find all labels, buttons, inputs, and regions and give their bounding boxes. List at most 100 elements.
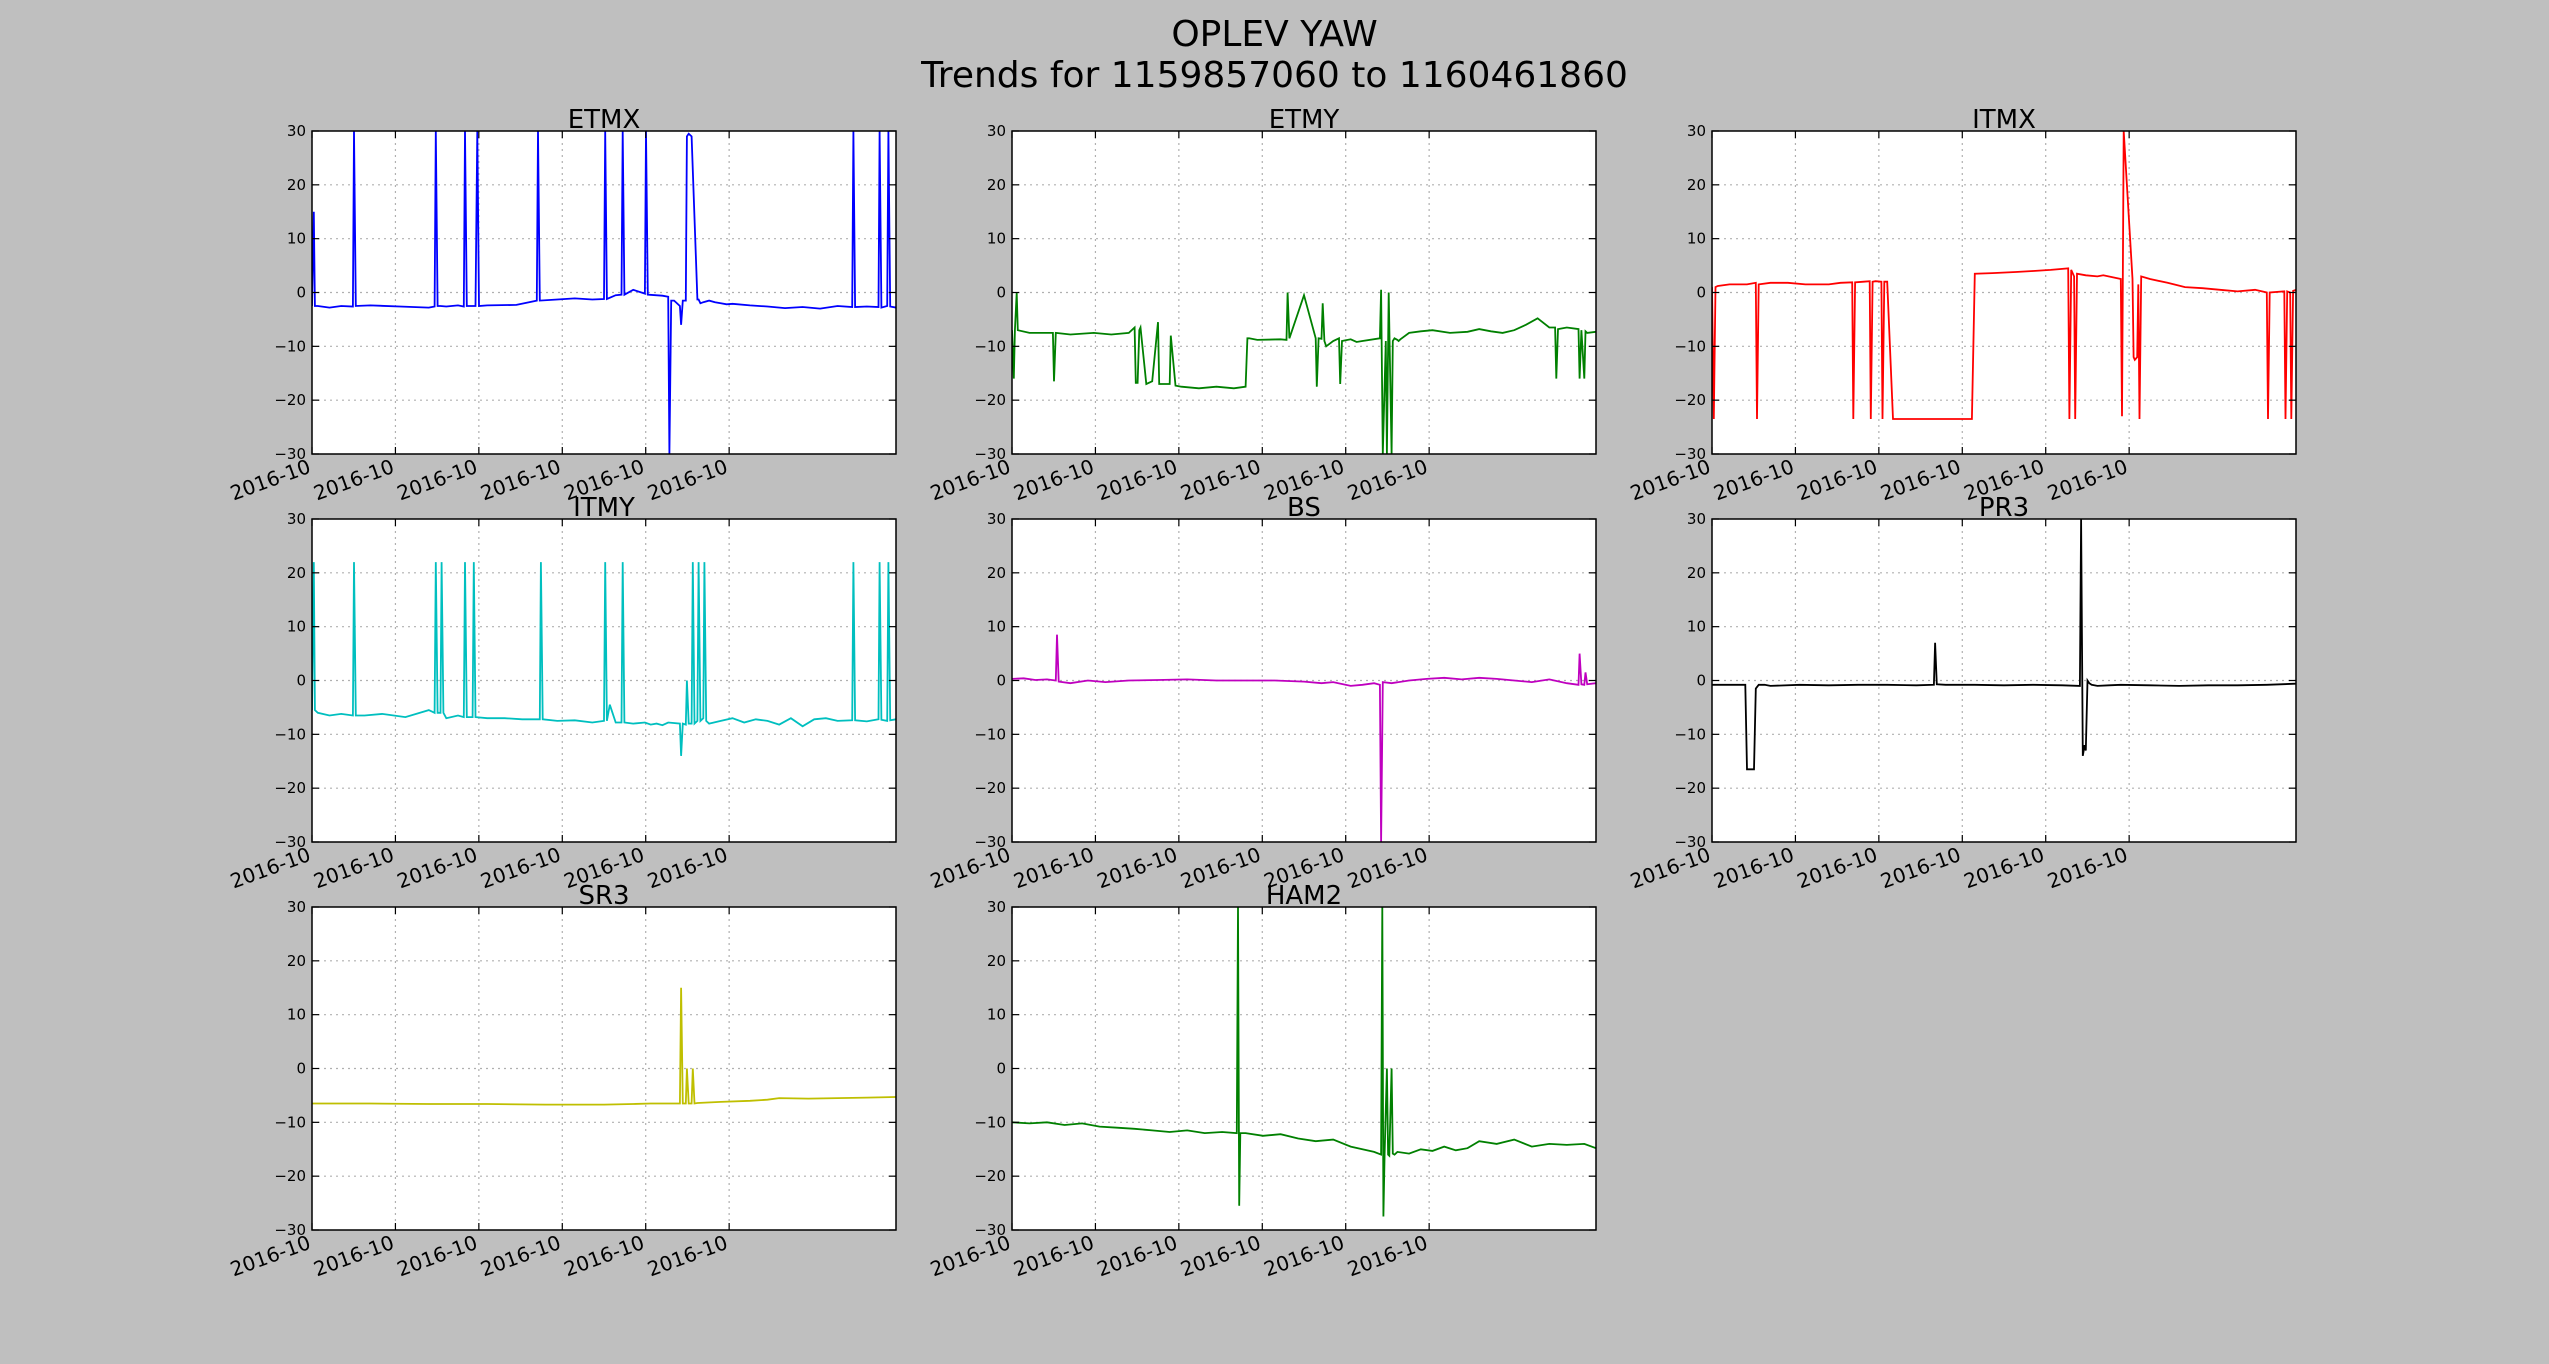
y-tick-label: 10 <box>287 230 306 248</box>
x-tick-label: 2016-10 <box>927 842 1014 893</box>
y-tick-label: −20 <box>974 1167 1006 1185</box>
x-tick-label: 2016-10 <box>1010 842 1097 893</box>
x-tick-label: 2016-10 <box>644 454 731 505</box>
y-tick-label: 10 <box>987 1006 1006 1024</box>
y-tick-label: 10 <box>987 618 1006 636</box>
y-tick-label: 0 <box>296 672 306 690</box>
y-tick-label: −10 <box>274 337 306 355</box>
x-tick-label: 2016-10 <box>644 1230 731 1281</box>
subplot-title: SR3 <box>578 881 629 911</box>
y-tick-label: −20 <box>274 779 306 797</box>
x-tick-label: 2016-10 <box>2044 842 2131 893</box>
y-tick-label: −10 <box>274 1113 306 1131</box>
subplot-title: ETMX <box>568 105 641 135</box>
x-tick-label: 2016-10 <box>1627 454 1714 505</box>
x-tick-label: 2016-10 <box>310 1230 397 1281</box>
subplot-title: ITMY <box>573 493 635 523</box>
x-tick-label: 2016-10 <box>477 1230 564 1281</box>
y-tick-label: 30 <box>1687 510 1706 528</box>
y-tick-label: −10 <box>974 1113 1006 1131</box>
x-tick-label: 2016-10 <box>1094 842 1181 893</box>
plot-area <box>1712 519 2296 842</box>
y-tick-label: −30 <box>274 445 306 463</box>
x-tick-label: 2016-10 <box>1877 842 1964 893</box>
series-line-etmy <box>1012 289 1596 454</box>
subplot-pr3: −30−20−1001020302016-102016-102016-10201… <box>1627 493 2297 893</box>
y-tick-label: 0 <box>996 1060 1006 1078</box>
y-tick-label: −20 <box>1674 779 1706 797</box>
x-tick-label: 2016-10 <box>1094 454 1181 505</box>
subplot-itmy: −30−20−1001020302016-102016-102016-10201… <box>227 493 897 893</box>
y-tick-label: −20 <box>274 1167 306 1185</box>
y-tick-label: −10 <box>274 725 306 743</box>
x-tick-label: 2016-10 <box>1877 454 1964 505</box>
y-tick-label: 30 <box>287 898 306 916</box>
y-tick-label: 30 <box>287 122 306 140</box>
x-tick-label: 2016-10 <box>1094 1230 1181 1281</box>
y-tick-label: 0 <box>1696 672 1706 690</box>
x-tick-label: 2016-10 <box>1344 454 1431 505</box>
y-tick-label: 20 <box>287 952 306 970</box>
x-tick-label: 2016-10 <box>1177 1230 1264 1281</box>
x-tick-label: 2016-10 <box>227 454 314 505</box>
subplot-bs: −30−20−1001020302016-102016-102016-10201… <box>927 493 1597 893</box>
x-tick-label: 2016-10 <box>1261 1230 1348 1281</box>
y-tick-label: −30 <box>974 833 1006 851</box>
x-tick-label: 2016-10 <box>227 1230 314 1281</box>
x-tick-label: 2016-10 <box>1344 1230 1431 1281</box>
y-tick-label: 10 <box>1687 230 1706 248</box>
y-tick-label: −10 <box>1674 725 1706 743</box>
series-line-itmx <box>1712 131 2296 420</box>
y-tick-label: 10 <box>987 230 1006 248</box>
x-tick-label: 2016-10 <box>1710 842 1797 893</box>
y-tick-label: −20 <box>974 779 1006 797</box>
series-line-itmy <box>312 562 896 756</box>
plot-area <box>312 907 896 1230</box>
series-line-ham2 <box>1012 907 1596 1217</box>
y-tick-label: −20 <box>974 391 1006 409</box>
y-tick-label: −20 <box>274 391 306 409</box>
subplot-etmx: −30−20−1001020302016-102016-102016-10201… <box>227 105 897 505</box>
x-tick-label: 2016-10 <box>2044 454 2131 505</box>
y-tick-label: 0 <box>996 284 1006 302</box>
y-tick-label: −30 <box>974 1221 1006 1239</box>
y-tick-label: 20 <box>1687 176 1706 194</box>
y-tick-label: 30 <box>987 510 1006 528</box>
y-tick-label: −30 <box>974 445 1006 463</box>
series-line-etmx <box>312 131 896 454</box>
y-tick-label: 20 <box>287 564 306 582</box>
y-tick-label: 20 <box>1687 564 1706 582</box>
x-tick-label: 2016-10 <box>394 1230 481 1281</box>
y-tick-label: 10 <box>287 1006 306 1024</box>
y-tick-label: 30 <box>987 122 1006 140</box>
series-line-pr3 <box>1712 519 2296 771</box>
subplot-title: PR3 <box>1979 493 2029 523</box>
y-tick-label: −30 <box>1674 833 1706 851</box>
y-tick-label: 20 <box>987 952 1006 970</box>
x-tick-label: 2016-10 <box>310 842 397 893</box>
x-tick-label: 2016-10 <box>1177 454 1264 505</box>
subplot-title: ITMX <box>1972 105 2036 135</box>
x-tick-label: 2016-10 <box>927 1230 1014 1281</box>
x-tick-label: 2016-10 <box>927 454 1014 505</box>
plot-area <box>1712 131 2296 454</box>
x-tick-label: 2016-10 <box>394 842 481 893</box>
subplot-title: BS <box>1287 493 1321 523</box>
y-tick-label: 30 <box>987 898 1006 916</box>
x-tick-label: 2016-10 <box>1794 454 1881 505</box>
subplot-ham2: −30−20−1001020302016-102016-102016-10201… <box>927 881 1597 1281</box>
subplot-itmx: −30−20−1001020302016-102016-102016-10201… <box>1627 105 2297 505</box>
x-tick-label: 2016-10 <box>394 454 481 505</box>
subplot-title: ETMY <box>1269 105 1340 135</box>
figure-subtitle: Trends for 1159857060 to 1160461860 <box>921 55 1628 96</box>
x-tick-label: 2016-10 <box>1344 842 1431 893</box>
y-tick-label: −10 <box>974 337 1006 355</box>
y-tick-label: 10 <box>287 618 306 636</box>
subplot-sr3: −30−20−1001020302016-102016-102016-10201… <box>227 881 897 1281</box>
y-tick-label: 20 <box>987 564 1006 582</box>
y-tick-label: 0 <box>1696 284 1706 302</box>
subplot-title: HAM2 <box>1266 881 1342 911</box>
x-tick-label: 2016-10 <box>1961 842 2048 893</box>
x-tick-label: 2016-10 <box>1710 454 1797 505</box>
